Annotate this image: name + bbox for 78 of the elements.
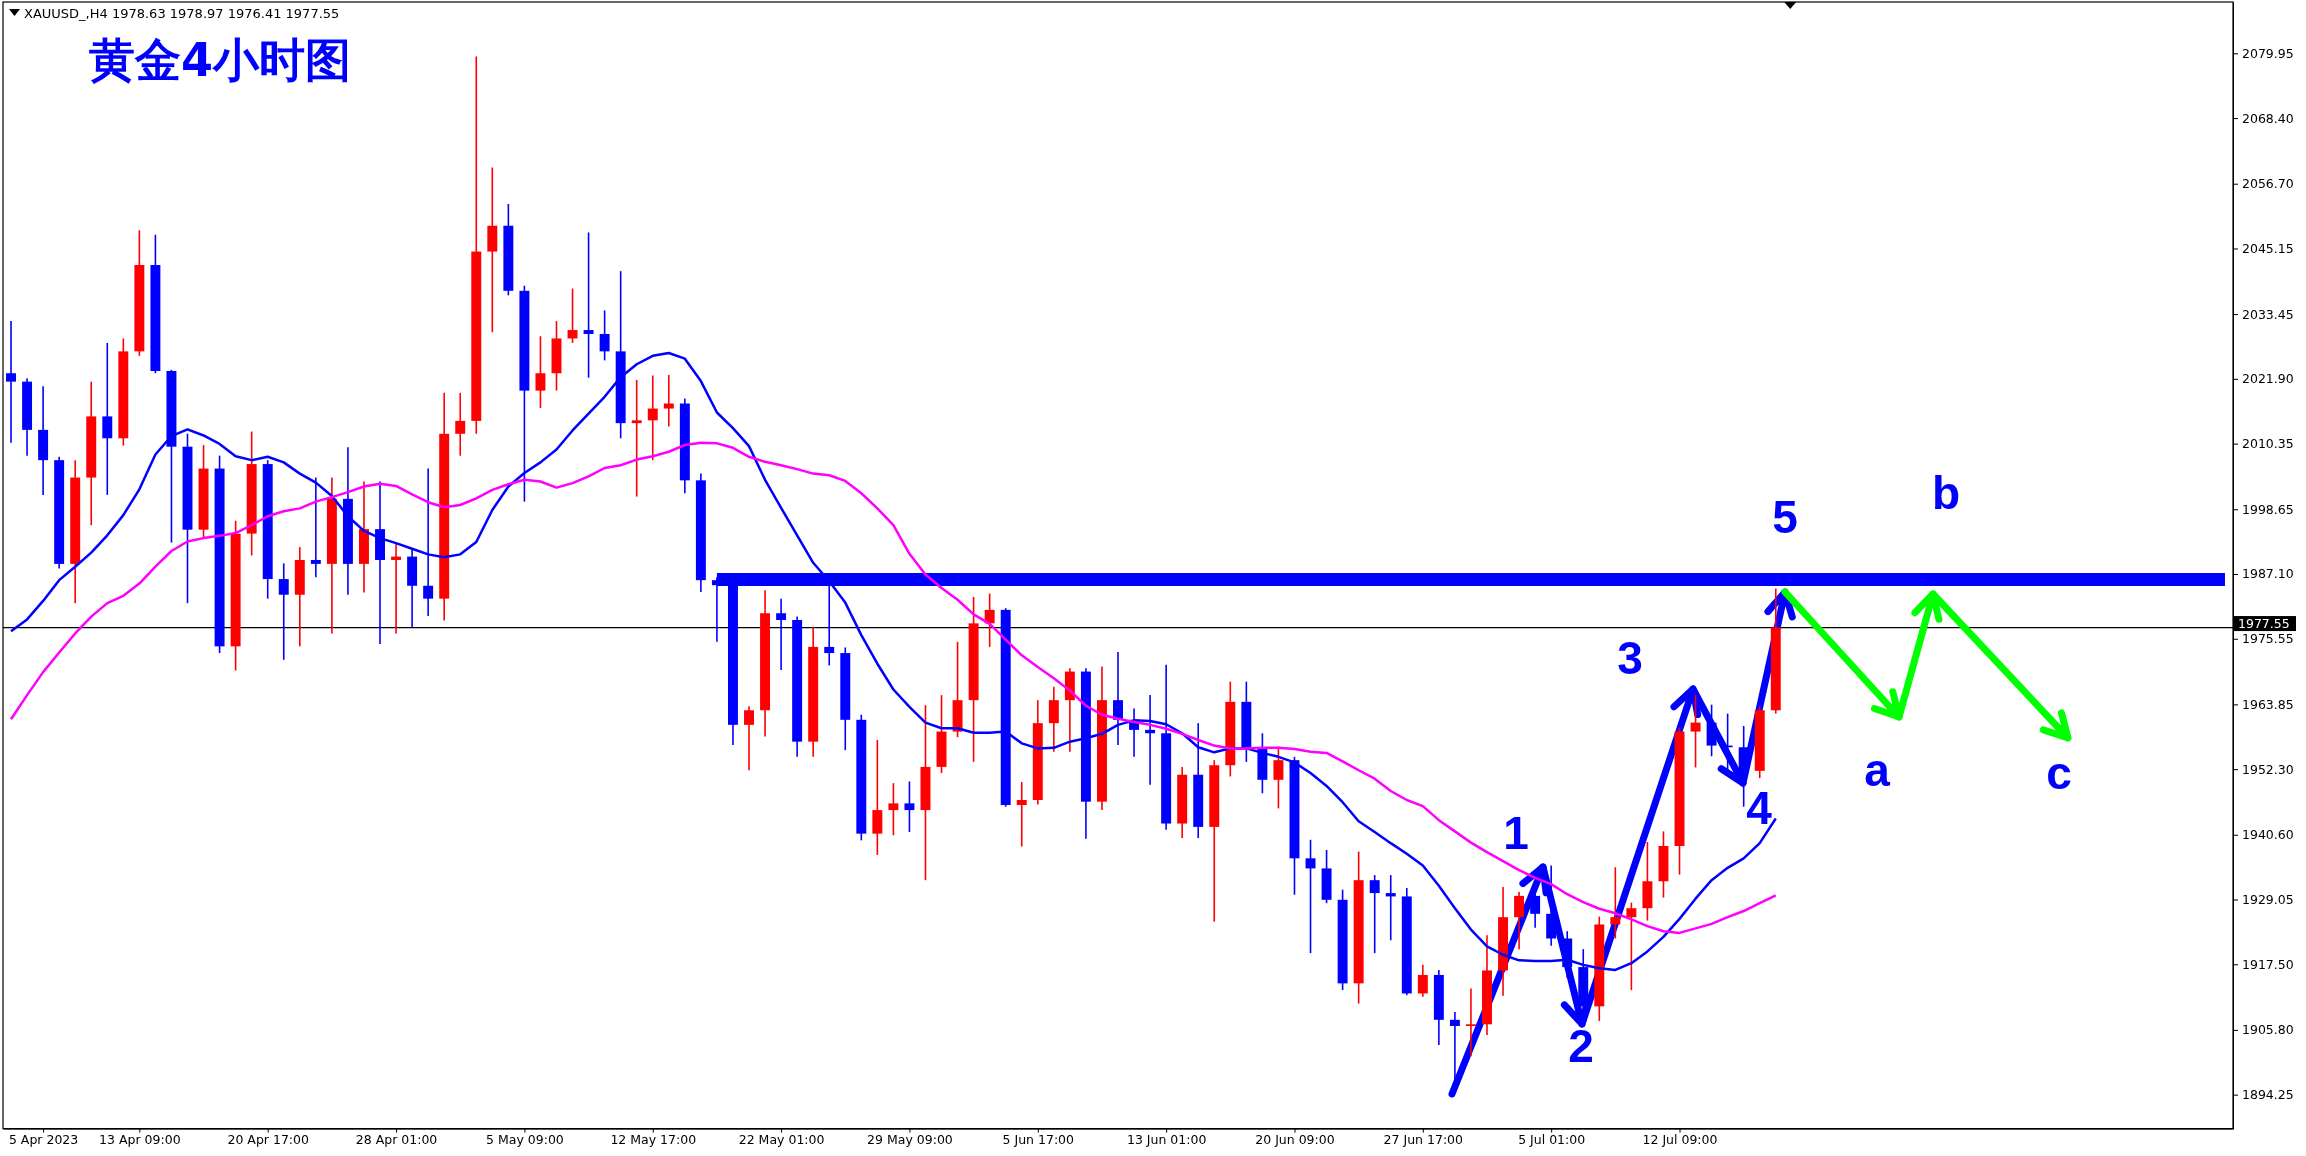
candlestick (1465, 987, 1476, 1058)
candlestick (1449, 1011, 1460, 1083)
candlestick (1145, 694, 1156, 786)
candlestick (278, 562, 289, 661)
candlestick (310, 476, 321, 579)
candlestick (1738, 725, 1749, 808)
y-tick-label: 2056.70 (2242, 176, 2294, 192)
annotation: 3 (1617, 632, 1643, 684)
annotation: a (1864, 744, 1891, 796)
x-tick-label: 13 Apr 09:00 (99, 1132, 181, 1148)
candlestick (984, 592, 995, 648)
x-tick-label: 13 Jun 01:00 (1126, 1132, 1207, 1148)
y-tick-label: 2021.90 (2242, 371, 2294, 387)
candlestick (391, 542, 402, 635)
y-tick-label: 1952.30 (2242, 761, 2294, 777)
annotation: 1 (1503, 807, 1529, 859)
candlestick (1706, 703, 1717, 758)
y-tick-label: 1963.85 (2242, 696, 2294, 712)
candlestick (872, 739, 883, 856)
x-tick-label: 20 Jun 09:00 (1255, 1132, 1335, 1148)
candlestick (1305, 839, 1316, 954)
annotation: 2 (1568, 1020, 1594, 1072)
y-tick-label: 1998.65 (2242, 501, 2294, 517)
candlestick (423, 467, 434, 617)
x-tick-label: 12 Jul 09:00 (1642, 1132, 1718, 1148)
candlestick (535, 335, 546, 409)
x-tick-label: 20 Apr 17:00 (227, 1132, 309, 1148)
y-tick-label: 1917.50 (2242, 956, 2294, 972)
candlestick (1626, 901, 1637, 991)
candlestick (1610, 866, 1621, 940)
x-tick-label: 28 Apr 01:00 (355, 1132, 438, 1148)
candlestick (1369, 874, 1380, 954)
y-tick-label: 2010.35 (2242, 436, 2294, 452)
candlestick (599, 309, 610, 362)
candlestick (647, 374, 658, 461)
candlestick (888, 782, 899, 837)
y-tick-label: 1940.60 (2242, 827, 2294, 843)
y-tick-label: 1987.10 (2242, 566, 2294, 582)
candlestick (1113, 651, 1123, 746)
candlestick (744, 705, 754, 772)
annotation: b (1931, 467, 1961, 519)
candlestick (904, 780, 915, 833)
candlestick (102, 342, 113, 496)
chart-subtitle: XAUUSD_,H4 1978.63 1978.97 1976.41 1977.55 (24, 5, 340, 21)
x-tick-label: 5 Jun 17:00 (1002, 1132, 1075, 1148)
text: 黄金4小时图 (89, 33, 352, 87)
candlestick (631, 379, 642, 498)
annotation: 5 (1772, 491, 1798, 543)
candlestick (1016, 781, 1027, 848)
y-tick-label: 2068.40 (2242, 110, 2294, 126)
x-tick-label: 22 May 01:00 (738, 1132, 825, 1148)
candlestick (663, 374, 674, 428)
candlestick (567, 287, 578, 344)
x-tick-label: 5 Jul 01:00 (1518, 1132, 1586, 1148)
x-tick-label: 12 May 17:00 (610, 1132, 697, 1148)
x-tick-label: 5 Apr 2023 (8, 1132, 79, 1148)
y-tick-label: 2033.45 (2242, 306, 2294, 322)
annotation: c (2046, 747, 2072, 799)
candlestick (1385, 874, 1396, 941)
x-tick-label: 27 Jun 17:00 (1383, 1132, 1464, 1148)
candlestick (583, 231, 594, 379)
candlestick (1690, 694, 1701, 769)
y-tick-label: 2079.95 (2242, 45, 2294, 61)
candlestick (1048, 685, 1059, 753)
candlestick (1514, 891, 1525, 950)
candlestick (1417, 964, 1428, 998)
y-tick-label: 1894.25 (2242, 1087, 2294, 1103)
y-tick-label: 2045.15 (2242, 240, 2294, 256)
x-tick-label: 29 May 09:00 (867, 1132, 953, 1148)
y-tick-label: 1905.80 (2242, 1022, 2294, 1038)
candlestick (455, 392, 466, 457)
y-tick-label: 1975.55 (2242, 631, 2294, 647)
x-tick-label: 5 May 09:00 (486, 1132, 564, 1148)
candlestick (6, 320, 16, 444)
candlestick (776, 597, 787, 671)
annotation: 4 (1746, 782, 1773, 834)
ref-line-label: 1977.55 (2238, 616, 2290, 632)
y-tick-label: 1929.05 (2242, 892, 2294, 908)
